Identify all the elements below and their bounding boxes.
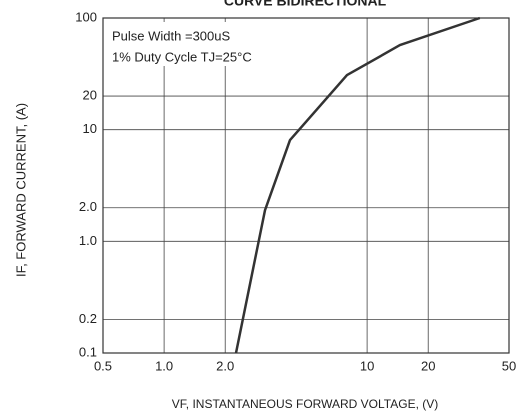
x-tick-label: 0.5	[94, 358, 112, 373]
y-tick-label: 0.2	[79, 311, 97, 326]
x-tick-label: 1.0	[155, 358, 173, 373]
y-tick-label: 10	[83, 121, 97, 136]
data-line	[234, 16, 481, 354]
annotation: Pulse Width =300uS	[112, 28, 230, 43]
chart-title: CURVE BIDIRECTIONAL	[224, 0, 387, 9]
y-tick-label: 1.0	[79, 233, 97, 248]
x-axis-label: VF, INSTANTANEOUS FORWARD VOLTAGE, (V)	[172, 397, 438, 411]
y-tick-label: 100	[75, 9, 97, 24]
y-tick-label: 20	[83, 87, 97, 102]
x-tick-label: 50	[502, 358, 516, 373]
x-tick-label: 2.0	[216, 358, 234, 373]
plot-frame	[102, 17, 510, 354]
y-tick-label: 0.1	[79, 344, 97, 359]
annotation: 1% Duty Cycle TJ=25°C	[112, 49, 252, 64]
x-tick-label: 20	[421, 358, 435, 373]
x-tick-label: 10	[360, 358, 374, 373]
y-tick-label: 2.0	[79, 199, 97, 214]
y-axis-label: IF, FORWARD CURRENT, (A)	[13, 103, 28, 277]
annotation-box	[106, 22, 306, 66]
